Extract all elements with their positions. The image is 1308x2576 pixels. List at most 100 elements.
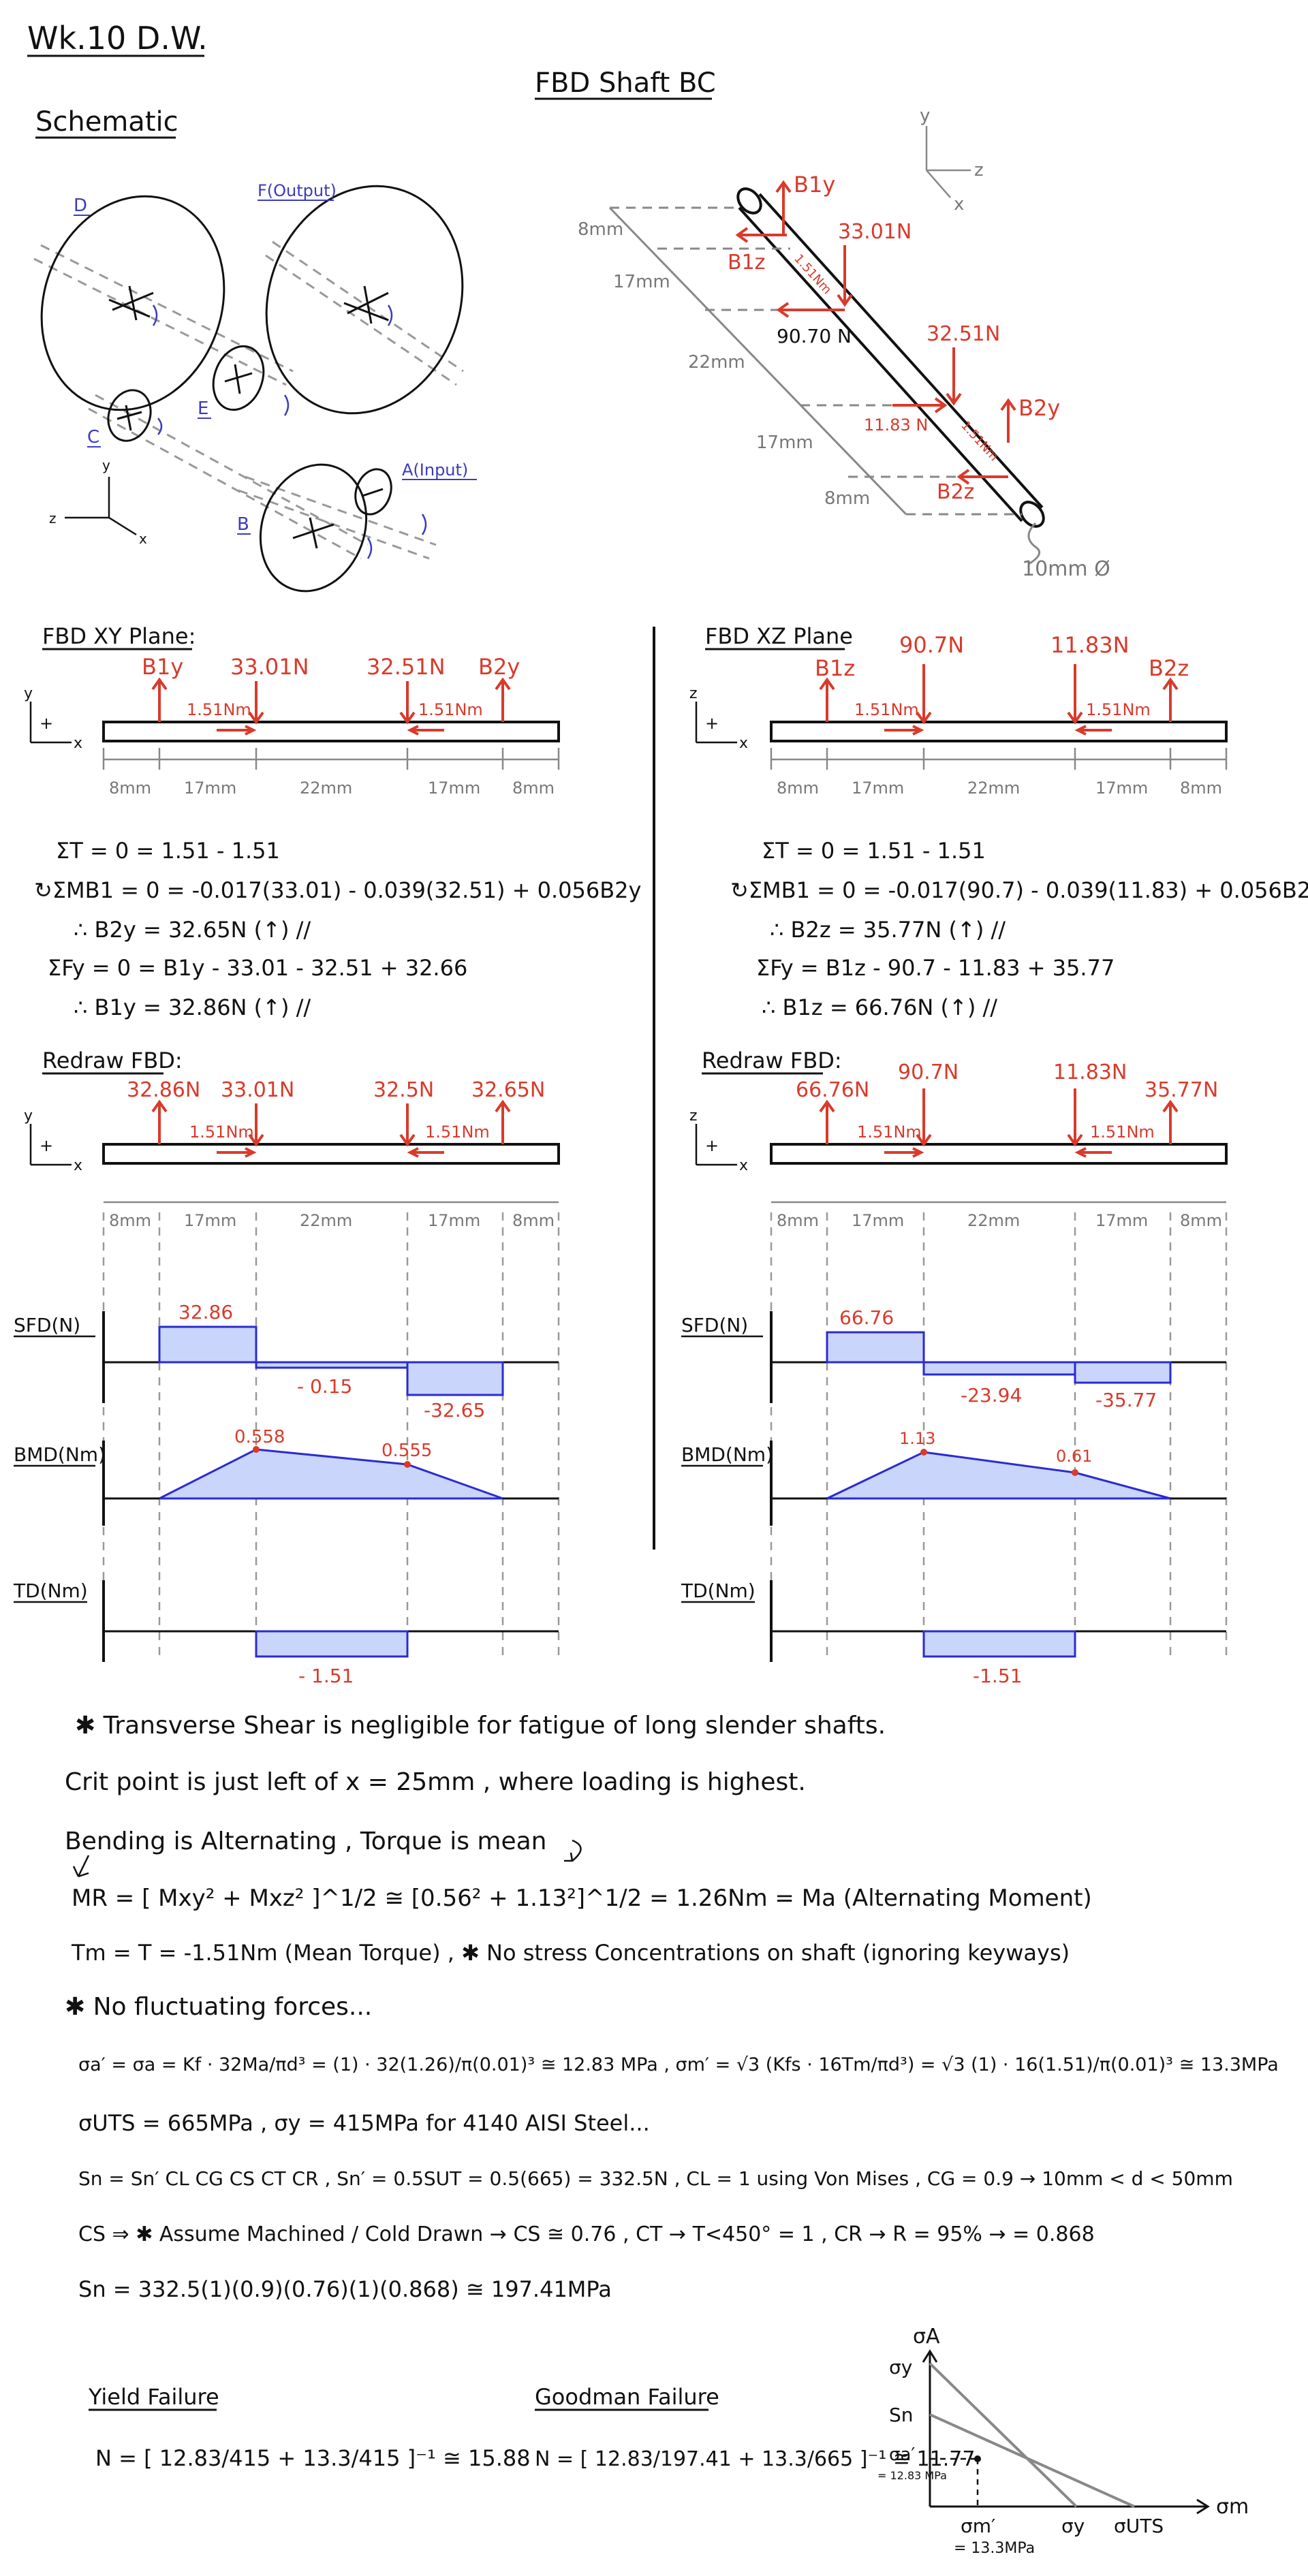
xy-eq-1: ΣT = 0 = 1.51 - 1.51 xyxy=(56,838,280,864)
load-3d-32: 32.51N xyxy=(926,322,1000,346)
xy-bmd-label: BMD(Nm) xyxy=(14,1443,106,1466)
xz-title: FBD XZ Plane xyxy=(705,623,853,649)
load-3d-33: 33.01N xyxy=(838,220,912,244)
xz-eq-4: ΣFy = B1z - 90.7 - 11.83 + 35.77 xyxy=(756,955,1115,981)
xy-rd-b1y: 32.86N xyxy=(127,1078,200,1102)
gear-d-label: D xyxy=(74,195,87,216)
xz-torque-2: 1.51Nm xyxy=(1086,700,1151,719)
yield-title: Yield Failure xyxy=(88,2384,219,2410)
fbd3d-axes xyxy=(925,126,971,198)
xz-dim-3: 22mm xyxy=(967,779,1020,798)
shaft-3d-forces xyxy=(735,180,1016,485)
xz-plane-column: FBD XZ Plane B1z 90.7N 11.83N B2z 1.51Nm… xyxy=(681,623,1308,1687)
xy-sfd-v1: 32.86 xyxy=(178,1301,233,1323)
plot-sa-value: = 12.83 MPa xyxy=(877,2469,947,2482)
yield-equation: N = [ 12.83/415 + 13.3/415 ]⁻¹ ≅ 15.88 xyxy=(95,2445,531,2471)
xy-td-label: TD(Nm) xyxy=(13,1580,88,1602)
note-7: σa′ = σa = Kf · 32Ma/πd³ = (1) · 32(1.26… xyxy=(78,2054,1279,2075)
xy-rd-32: 32.5N xyxy=(373,1078,434,1102)
gear-schematic xyxy=(33,185,464,593)
load-3d-b2z: B2z xyxy=(937,480,974,504)
gear-b-label: B xyxy=(237,514,249,535)
xy-eq-3: ∴ B2y = 32.65N (↑) // xyxy=(74,917,311,943)
load-3d-b2y: B2y xyxy=(1018,395,1060,421)
xy-eq-4: ΣFy = 0 = B1y - 33.01 - 32.51 + 32.66 xyxy=(48,955,467,981)
xz-load-b1z: B1z xyxy=(815,655,855,681)
gear-e-label: E xyxy=(198,398,208,419)
week-label: Wk.10 D.W. xyxy=(27,20,208,57)
xz-load-90: 90.7N xyxy=(899,632,964,658)
xy-rd-dim-2: 17mm xyxy=(184,1211,236,1230)
xz-rd-t1: 1.51Nm xyxy=(857,1122,922,1142)
xy-eq-2: ↻ΣMB1 = 0 = -0.017(33.01) - 0.039(32.51)… xyxy=(34,877,641,903)
xz-eq-3: ∴ B2z = 35.77N (↑) // xyxy=(770,917,1006,943)
xz-rd-axis-x: x xyxy=(739,1157,748,1174)
xy-rd-33: 33.01N xyxy=(221,1078,294,1102)
xy-axis-plus: + xyxy=(40,714,53,733)
xz-axis-x: x xyxy=(739,735,748,752)
xy-rd-axis-y: y xyxy=(24,1108,33,1125)
xy-torque-1: 1.51Nm xyxy=(187,700,251,719)
xy-axis-x: x xyxy=(74,735,82,752)
page-title: FBD Shaft BC xyxy=(535,67,716,99)
xy-sfd-v2: - 0.15 xyxy=(297,1375,352,1398)
xz-sfd-label: SFD(N) xyxy=(681,1314,748,1336)
dim-3d-4: 17mm xyxy=(756,433,813,453)
fbd3d-axis-x: x xyxy=(954,194,964,215)
gear-c-label: C xyxy=(87,427,99,447)
xz-redraw-title: Redraw FBD: xyxy=(702,1048,842,1073)
xz-rd-axis-z: z xyxy=(689,1108,698,1125)
xy-redraw-title: Redraw FBD: xyxy=(42,1048,183,1073)
xy-load-32: 32.51N xyxy=(367,654,446,680)
note-3: Bending is Alternating , Torque is mean xyxy=(65,1827,547,1855)
load-3d-90: 90.70 N xyxy=(777,325,852,347)
xz-dim-4: 17mm xyxy=(1095,779,1148,798)
xz-dim-5: 8mm xyxy=(1180,779,1222,798)
load-3d-b1y: B1y xyxy=(794,172,835,198)
goodman-equation: N = [ 12.83/197.41 + 13.3/665 ]⁻¹ ≅ 11.7… xyxy=(535,2447,975,2471)
xy-rd-t1: 1.51Nm xyxy=(189,1122,254,1142)
xy-dim-5: 8mm xyxy=(512,779,555,798)
plot-suts: σUTS xyxy=(1114,2515,1164,2537)
xy-sfd-label: SFD(N) xyxy=(14,1314,80,1336)
xz-sfd-v1: 66.76 xyxy=(839,1306,894,1329)
xy-dim-2: 17mm xyxy=(184,779,236,798)
xy-bmd-v2: 0.555 xyxy=(382,1441,432,1461)
note-2: Crit point is just left of x = 25mm , wh… xyxy=(65,1768,806,1796)
xz-rd-dim-5: 8mm xyxy=(1180,1211,1222,1230)
xy-rd-dim-4: 17mm xyxy=(428,1211,480,1230)
schematic-title: Schematic xyxy=(35,106,178,138)
xz-sfd-v3: -35.77 xyxy=(1095,1389,1157,1411)
xy-plane-column: FBD XY Plane: B1y 33.01N 32.51N B2y 1.51… xyxy=(13,623,641,1687)
xy-rd-t2: 1.51Nm xyxy=(425,1122,490,1142)
xz-rd-dim-4: 17mm xyxy=(1095,1211,1148,1230)
gear-a-label: A(Input) xyxy=(402,460,468,480)
note-6: ✱ No fluctuating forces... xyxy=(65,1993,372,2021)
xz-td-label: TD(Nm) xyxy=(681,1580,756,1602)
plot-sy: σy xyxy=(889,2356,912,2378)
schem-axis-y: y xyxy=(102,457,110,473)
xy-title: FBD XY Plane: xyxy=(42,623,196,649)
xy-rd-dim-5: 8mm xyxy=(512,1211,555,1230)
plot-sy-x: σy xyxy=(1061,2515,1085,2537)
xy-rd-b2y: 32.65N xyxy=(471,1078,545,1102)
note-1: ✱ Transverse Shear is negligible for fat… xyxy=(75,1712,886,1740)
schem-axis-x: x xyxy=(139,531,147,547)
xy-load-b1y: B1y xyxy=(142,654,183,680)
calculation-notes: ✱ Transverse Shear is negligible for fat… xyxy=(65,1712,1279,2302)
fbd3d-axis-y: y xyxy=(920,106,930,126)
xz-rd-t2: 1.51Nm xyxy=(1090,1122,1155,1142)
xy-rd-dim-1: 8mm xyxy=(109,1211,151,1230)
xy-load-33: 33.01N xyxy=(230,654,309,680)
note-11: Sn = 332.5(1)(0.9)(0.76)(1)(0.868) ≅ 197… xyxy=(78,2276,612,2302)
dim-3d-5: 8mm xyxy=(824,488,870,509)
xz-axis-z: z xyxy=(689,685,698,702)
xz-bmd-v1: 1.13 xyxy=(899,1429,935,1448)
xz-bmd-label: BMD(Nm) xyxy=(681,1443,773,1466)
xz-sfd-v2: -23.94 xyxy=(961,1384,1022,1407)
schematic-axes xyxy=(65,477,137,536)
xz-td-v: -1.51 xyxy=(973,1665,1022,1687)
shaft-diameter: 10mm Ø xyxy=(1022,557,1110,581)
xz-load-11: 11.83N xyxy=(1050,632,1130,658)
